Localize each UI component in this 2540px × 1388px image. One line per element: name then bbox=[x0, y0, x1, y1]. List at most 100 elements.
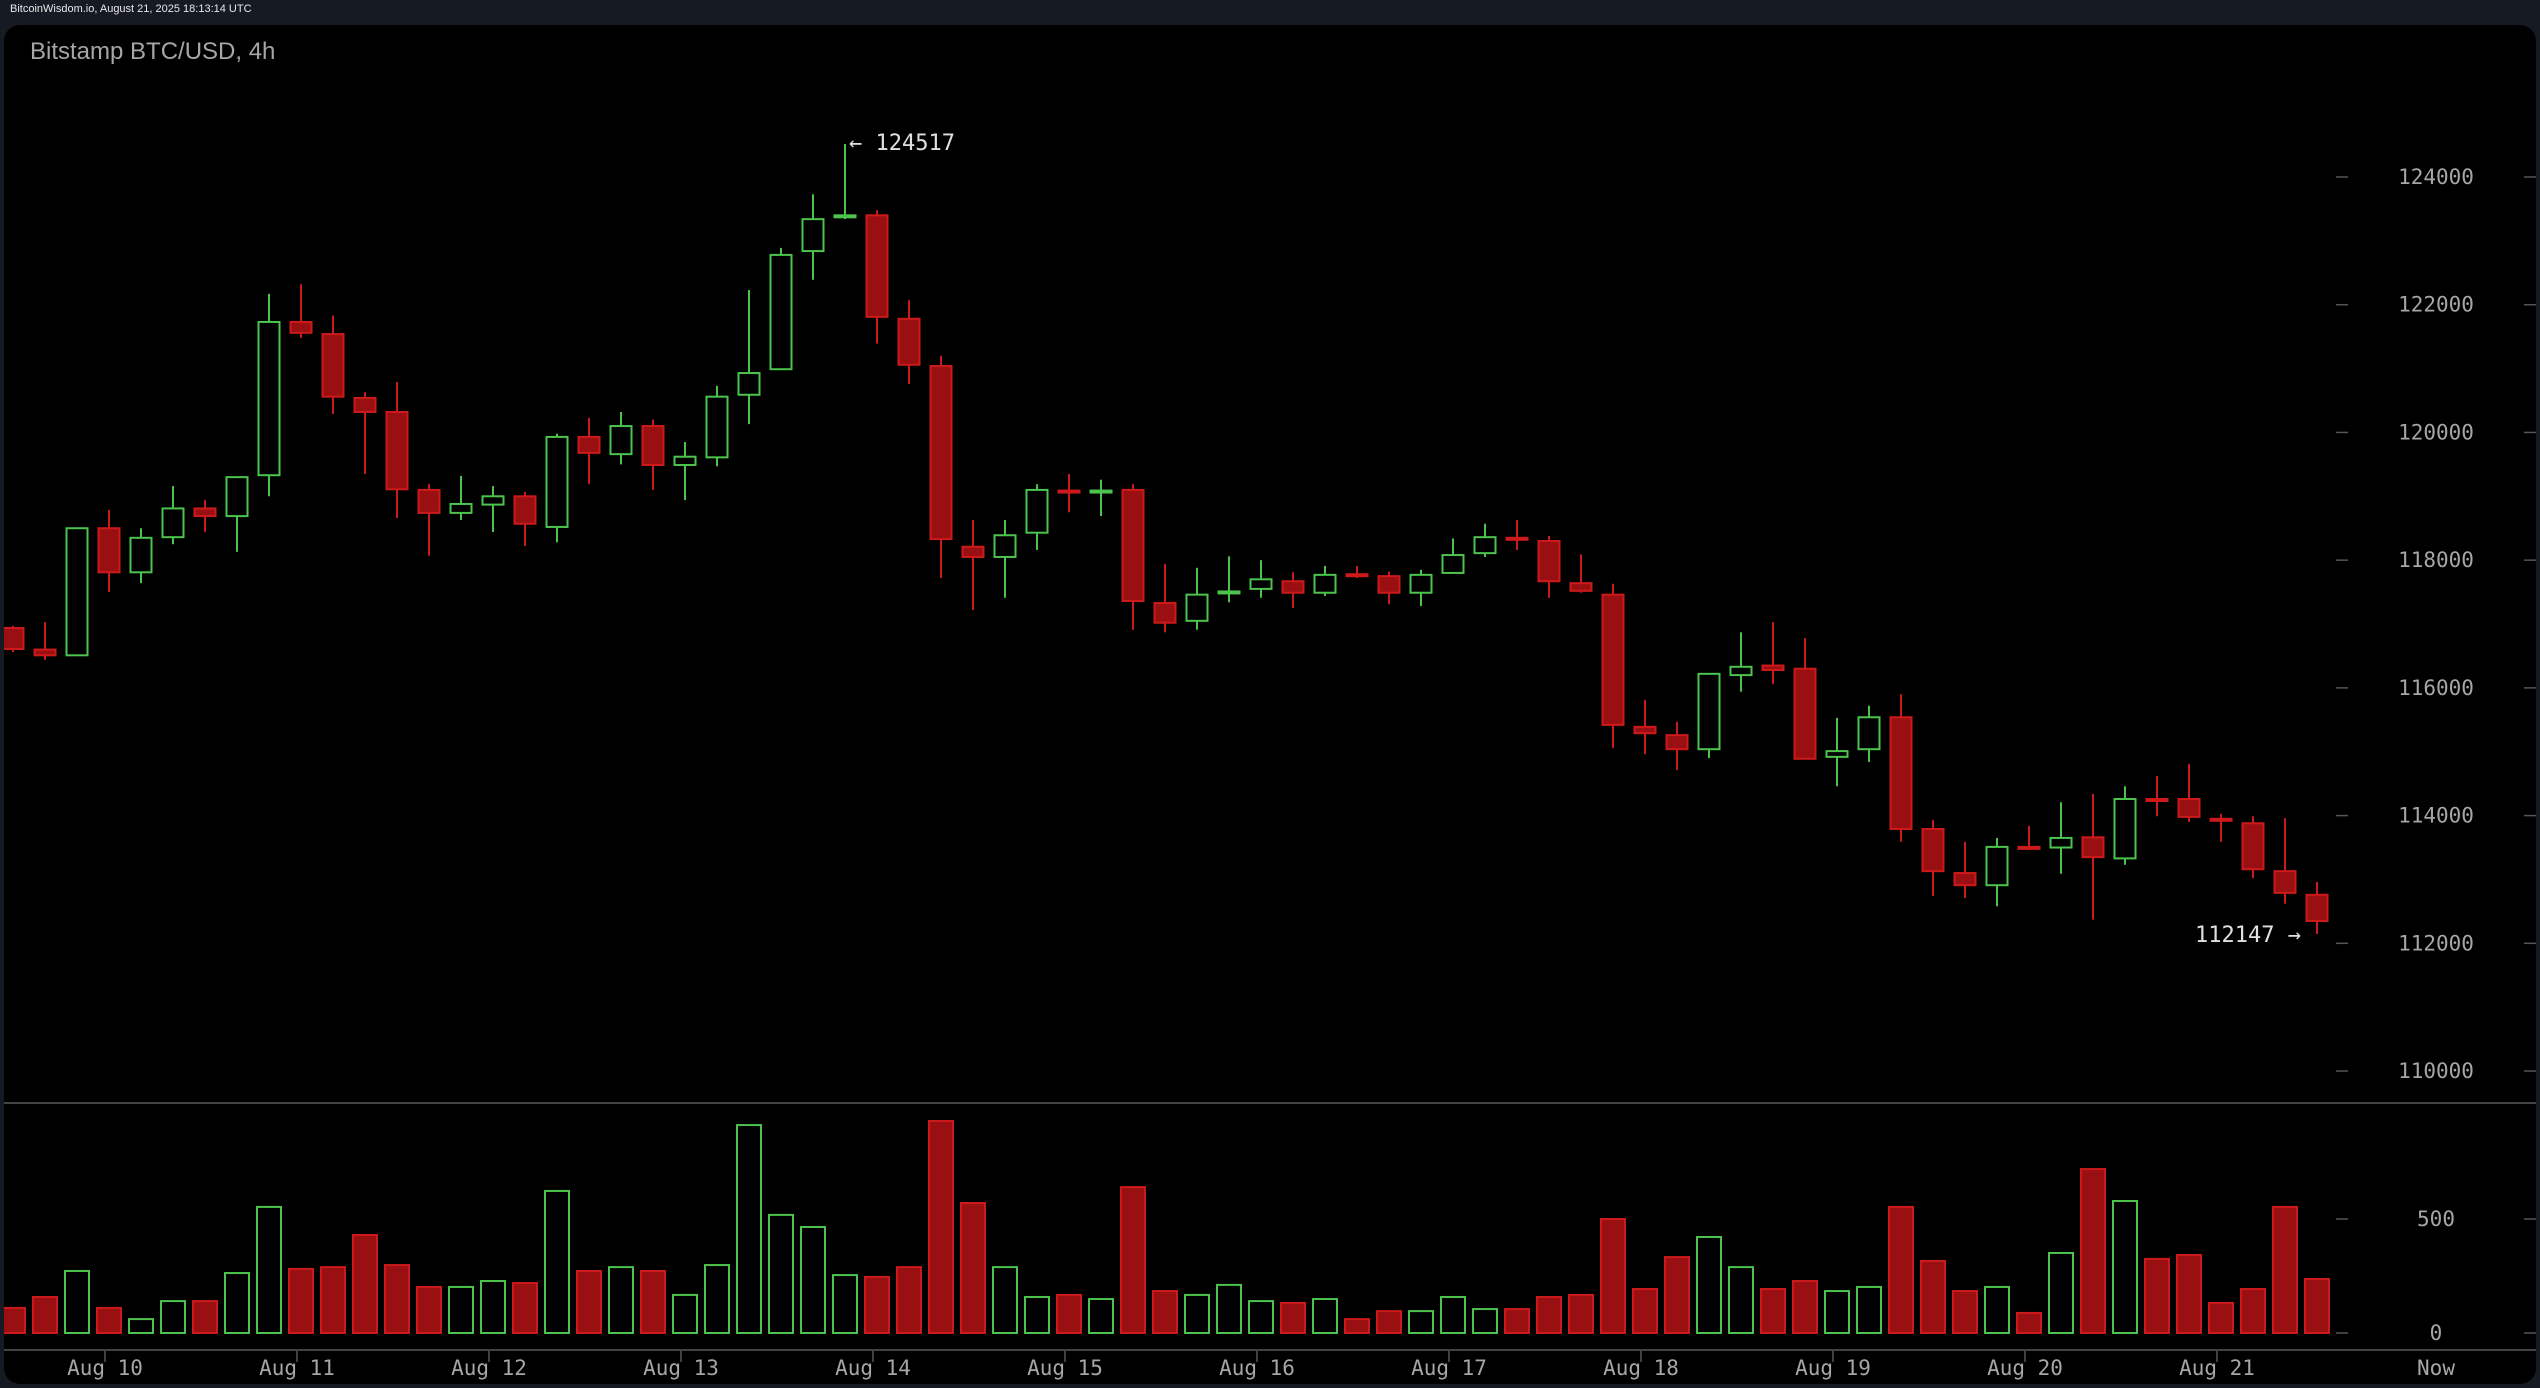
candle-up[interactable] bbox=[1249, 578, 1273, 590]
candle-up[interactable] bbox=[1025, 488, 1049, 534]
volume-bar-down[interactable] bbox=[1344, 1318, 1370, 1335]
volume-bar-down[interactable] bbox=[2208, 1301, 2234, 1335]
volume-bar-down[interactable] bbox=[1376, 1310, 1402, 1335]
volume-bar-down[interactable] bbox=[2304, 1277, 2330, 1334]
volume-bar-up[interactable] bbox=[448, 1285, 474, 1334]
candle-down[interactable] bbox=[961, 545, 985, 558]
candle-down[interactable] bbox=[1921, 828, 1945, 873]
volume-bar-down[interactable] bbox=[1280, 1301, 1306, 1335]
candle-down[interactable] bbox=[321, 333, 345, 398]
volume-bar-up[interactable] bbox=[1984, 1285, 2010, 1334]
volume-bar-up[interactable] bbox=[800, 1225, 826, 1334]
candle-down[interactable] bbox=[1633, 725, 1657, 735]
candle-up[interactable] bbox=[1089, 489, 1113, 494]
volume-bar-down[interactable] bbox=[576, 1269, 602, 1335]
volume-bar-down[interactable] bbox=[928, 1119, 954, 1334]
volume-bar-down[interactable] bbox=[2080, 1168, 2106, 1334]
candle-down[interactable] bbox=[1121, 488, 1145, 603]
volume-bar-up[interactable] bbox=[1408, 1310, 1434, 1335]
candle-down[interactable] bbox=[1569, 582, 1593, 592]
candle-down[interactable] bbox=[577, 435, 601, 454]
candle-down[interactable] bbox=[353, 396, 377, 414]
volume-bar-down[interactable] bbox=[352, 1233, 378, 1334]
volume-bar-up[interactable] bbox=[544, 1189, 570, 1335]
candle-up[interactable] bbox=[449, 502, 473, 514]
volume-bar-down[interactable] bbox=[384, 1264, 410, 1335]
candle-down[interactable] bbox=[385, 411, 409, 491]
volume-bar-down[interactable] bbox=[896, 1266, 922, 1335]
candle-down[interactable] bbox=[1505, 536, 1529, 541]
volume-bar-up[interactable] bbox=[1184, 1293, 1210, 1334]
volume-bar-down[interactable] bbox=[1952, 1290, 1978, 1334]
volume-bar-up[interactable] bbox=[1312, 1298, 1338, 1334]
volume-bar-up[interactable] bbox=[1440, 1295, 1466, 1334]
volume-bar-down[interactable] bbox=[320, 1266, 346, 1335]
volume-bar-down[interactable] bbox=[1120, 1186, 1146, 1334]
volume-bar-up[interactable] bbox=[64, 1269, 90, 1335]
volume-bar-down[interactable] bbox=[1504, 1308, 1530, 1335]
chart-panel[interactable]: Bitstamp BTC/USD, 4h 110000 112000 114000 1… bbox=[4, 25, 2536, 1384]
volume-bar-up[interactable] bbox=[1472, 1308, 1498, 1335]
candle-down[interactable] bbox=[2145, 797, 2169, 802]
candle-down[interactable] bbox=[1793, 667, 1817, 760]
volume-bar-down[interactable] bbox=[192, 1300, 218, 1334]
volume-bar-down[interactable] bbox=[960, 1202, 986, 1335]
candle-down[interactable] bbox=[1601, 593, 1625, 726]
volume-bar-down[interactable] bbox=[1792, 1280, 1818, 1334]
volume-bar-up[interactable] bbox=[2112, 1199, 2138, 1335]
volume-bar-up[interactable] bbox=[1696, 1236, 1722, 1334]
candle-up[interactable] bbox=[801, 218, 825, 253]
volume-bar-down[interactable] bbox=[2272, 1205, 2298, 1335]
candle-up[interactable] bbox=[65, 527, 89, 657]
volume-bar-up[interactable] bbox=[128, 1318, 154, 1335]
volume-bar-up[interactable] bbox=[1216, 1283, 1242, 1334]
volume-bar-up[interactable] bbox=[672, 1293, 698, 1334]
candle-down[interactable] bbox=[2017, 845, 2041, 850]
volume-bar-up[interactable] bbox=[992, 1266, 1018, 1335]
candle-up[interactable] bbox=[769, 253, 793, 371]
volume-bar-down[interactable] bbox=[640, 1269, 666, 1335]
candle-down[interactable] bbox=[417, 488, 441, 514]
volume-bar-up[interactable] bbox=[608, 1266, 634, 1335]
volume-bar-down[interactable] bbox=[512, 1282, 538, 1334]
volume-bar-up[interactable] bbox=[1088, 1298, 1114, 1334]
candle-up[interactable] bbox=[609, 425, 633, 456]
candle-down[interactable] bbox=[4, 626, 25, 650]
candle-up[interactable] bbox=[1409, 573, 1433, 594]
volume-bar-down[interactable] bbox=[1664, 1256, 1690, 1335]
candle-up[interactable] bbox=[481, 495, 505, 506]
candle-down[interactable] bbox=[1889, 716, 1913, 831]
volume-bar-up[interactable] bbox=[224, 1272, 250, 1335]
candle-down[interactable] bbox=[2177, 797, 2201, 818]
candle-up[interactable] bbox=[129, 536, 153, 574]
candle-up[interactable] bbox=[1313, 573, 1337, 594]
volume-bar-down[interactable] bbox=[416, 1285, 442, 1334]
volume-bar-up[interactable] bbox=[1248, 1300, 1274, 1334]
candle-up[interactable] bbox=[1857, 716, 1881, 751]
volume-bar-up[interactable] bbox=[2048, 1251, 2074, 1335]
volume-bar-up[interactable] bbox=[1856, 1285, 1882, 1334]
volume-bar-up[interactable] bbox=[832, 1274, 858, 1335]
volume-bar-down[interactable] bbox=[4, 1306, 26, 1335]
candle-up[interactable] bbox=[2113, 797, 2137, 860]
volume-bar-down[interactable] bbox=[1632, 1287, 1658, 1334]
volume-bar-up[interactable] bbox=[256, 1205, 282, 1335]
candle-down[interactable] bbox=[1761, 664, 1785, 671]
volume-bar-down[interactable] bbox=[2144, 1257, 2170, 1335]
volume-bar-down[interactable] bbox=[1888, 1205, 1914, 1335]
volume-bar-down[interactable] bbox=[864, 1275, 890, 1334]
volume-bar-down[interactable] bbox=[1152, 1290, 1178, 1334]
candle-up[interactable] bbox=[1985, 845, 2009, 887]
candle-down[interactable] bbox=[1665, 734, 1689, 751]
candle-up[interactable] bbox=[2049, 836, 2073, 849]
candle-down[interactable] bbox=[289, 320, 313, 334]
candle-down[interactable] bbox=[1057, 489, 1081, 494]
volume-bar-down[interactable] bbox=[288, 1267, 314, 1335]
volume-bar-up[interactable] bbox=[480, 1280, 506, 1334]
candle-down[interactable] bbox=[897, 317, 921, 366]
candle-down[interactable] bbox=[1153, 601, 1177, 624]
candle-down[interactable] bbox=[2209, 817, 2233, 822]
candle-up[interactable] bbox=[1825, 750, 1849, 758]
candle-up[interactable] bbox=[545, 435, 569, 528]
candle-down[interactable] bbox=[33, 648, 57, 657]
